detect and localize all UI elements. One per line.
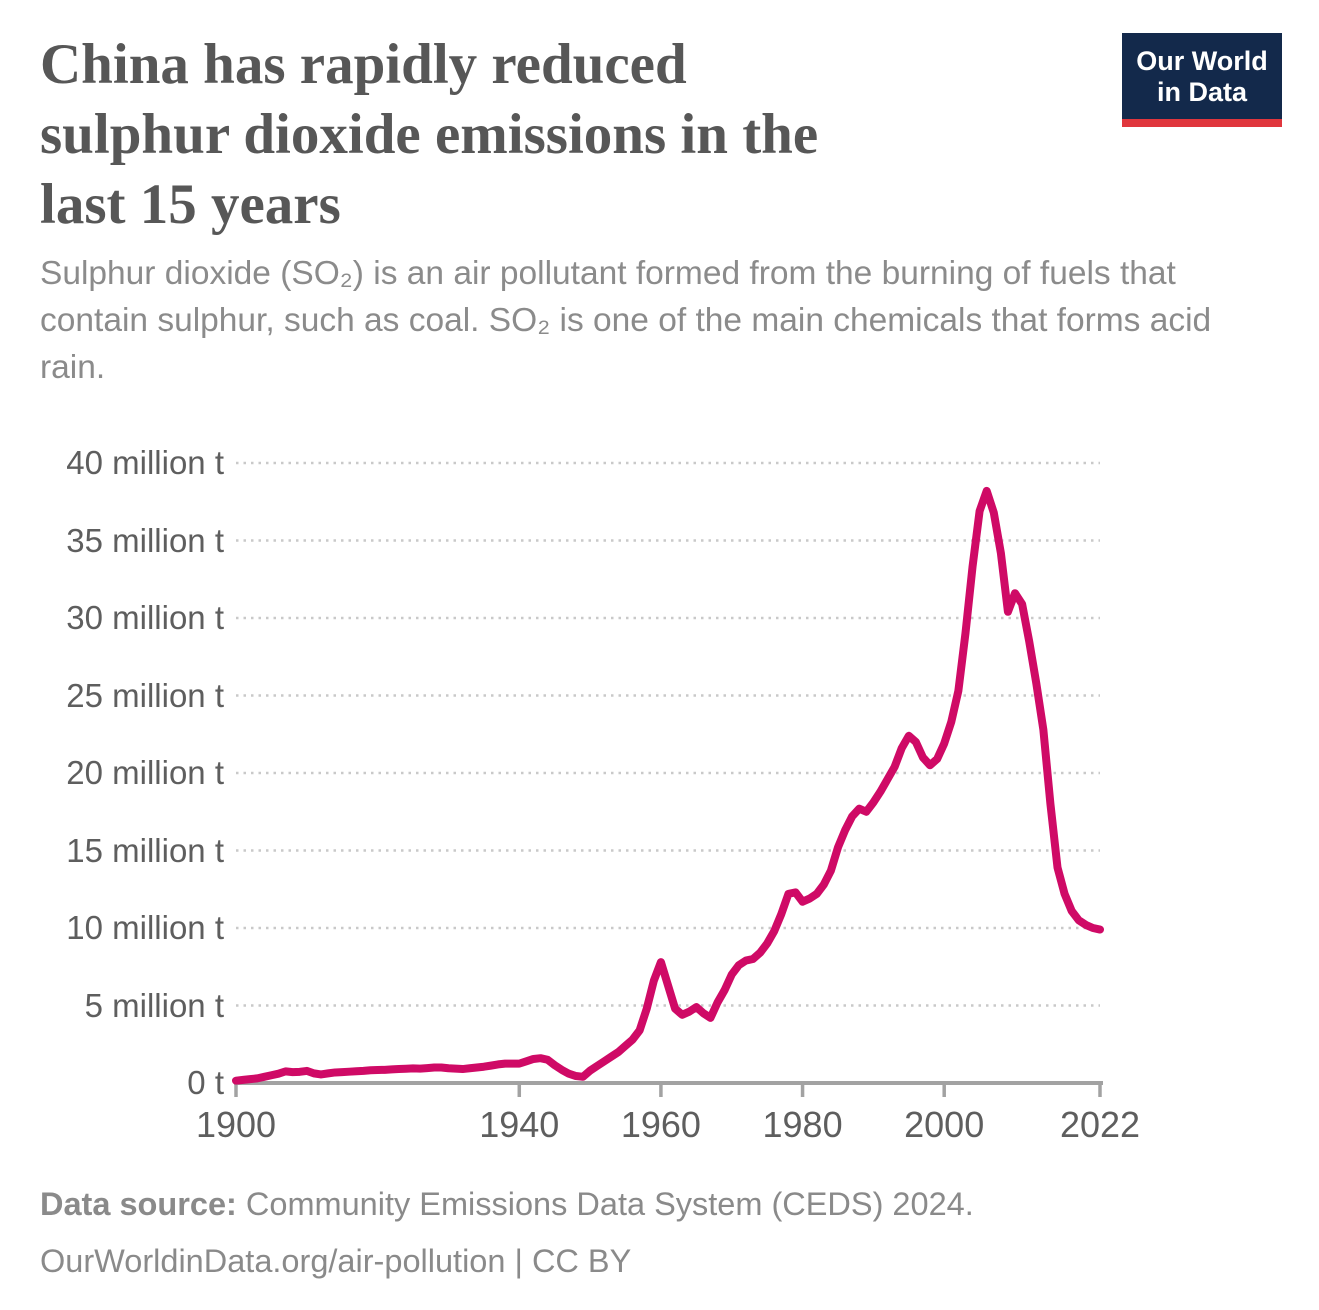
data-source-line: Data source: Community Emissions Data Sy… bbox=[40, 1176, 1280, 1233]
owid-logo-text-line-1: Our World bbox=[1136, 46, 1268, 76]
owid-logo-box: Our World in Data bbox=[1122, 33, 1282, 119]
owid-logo-text-line-2: in Data bbox=[1156, 77, 1248, 107]
x-axis-tick-label: 1960 bbox=[620, 1104, 701, 1145]
chart-title-line-3: last 15 years bbox=[40, 173, 341, 236]
data-source-text: Community Emissions Data System (CEDS) 2… bbox=[236, 1186, 974, 1222]
chart-title-line-1: China has rapidly reduced bbox=[40, 33, 687, 96]
chart-title: China has rapidly reduced sulphur dioxid… bbox=[40, 30, 1020, 240]
chart-title-line-2: sulphur dioxide emissions in the bbox=[40, 103, 819, 166]
x-axis-tick-label: 1940 bbox=[479, 1104, 560, 1145]
x-axis-tick-label: 2000 bbox=[904, 1104, 985, 1145]
y-axis-tick-label: 0 t bbox=[187, 1064, 224, 1101]
attribution-line: OurWorldinData.org/air-pollution | CC BY bbox=[40, 1243, 632, 1279]
chart-subtitle: Sulphur dioxide (SO₂) is an air pollutan… bbox=[40, 255, 1212, 386]
y-axis-tick-label: 20 million t bbox=[66, 754, 224, 791]
x-axis-tick-label: 1980 bbox=[762, 1104, 843, 1145]
owid-logo-accent-bar bbox=[1122, 119, 1282, 127]
x-axis-tick-label: 2022 bbox=[1059, 1104, 1141, 1145]
so2-emissions-line bbox=[232, 486, 1104, 1085]
emissions-line-chart bbox=[232, 461, 1104, 1097]
y-axis-tick-label: 15 million t bbox=[66, 831, 224, 869]
y-axis-tick-label: 5 million t bbox=[84, 986, 224, 1024]
y-axis-tick-label: 25 million t bbox=[66, 676, 224, 714]
y-axis-tick-label: 10 million t bbox=[66, 909, 224, 946]
owid-logo: Our World in Data bbox=[1122, 33, 1282, 127]
y-axis-tick-label: 30 million t bbox=[66, 599, 224, 636]
chart-area: 0 t 5 million t 10 million t 15 million t 20… bbox=[0, 420, 1319, 1160]
y-axis-tick-label: 35 million t bbox=[66, 521, 224, 559]
x-axis-tick-label: 1900 bbox=[195, 1104, 277, 1145]
footer: Data source: Community Emissions Data Sy… bbox=[40, 1176, 1280, 1290]
y-axis-tick-label: 40 million t bbox=[66, 444, 224, 481]
data-source-label: Data source: bbox=[40, 1186, 237, 1222]
